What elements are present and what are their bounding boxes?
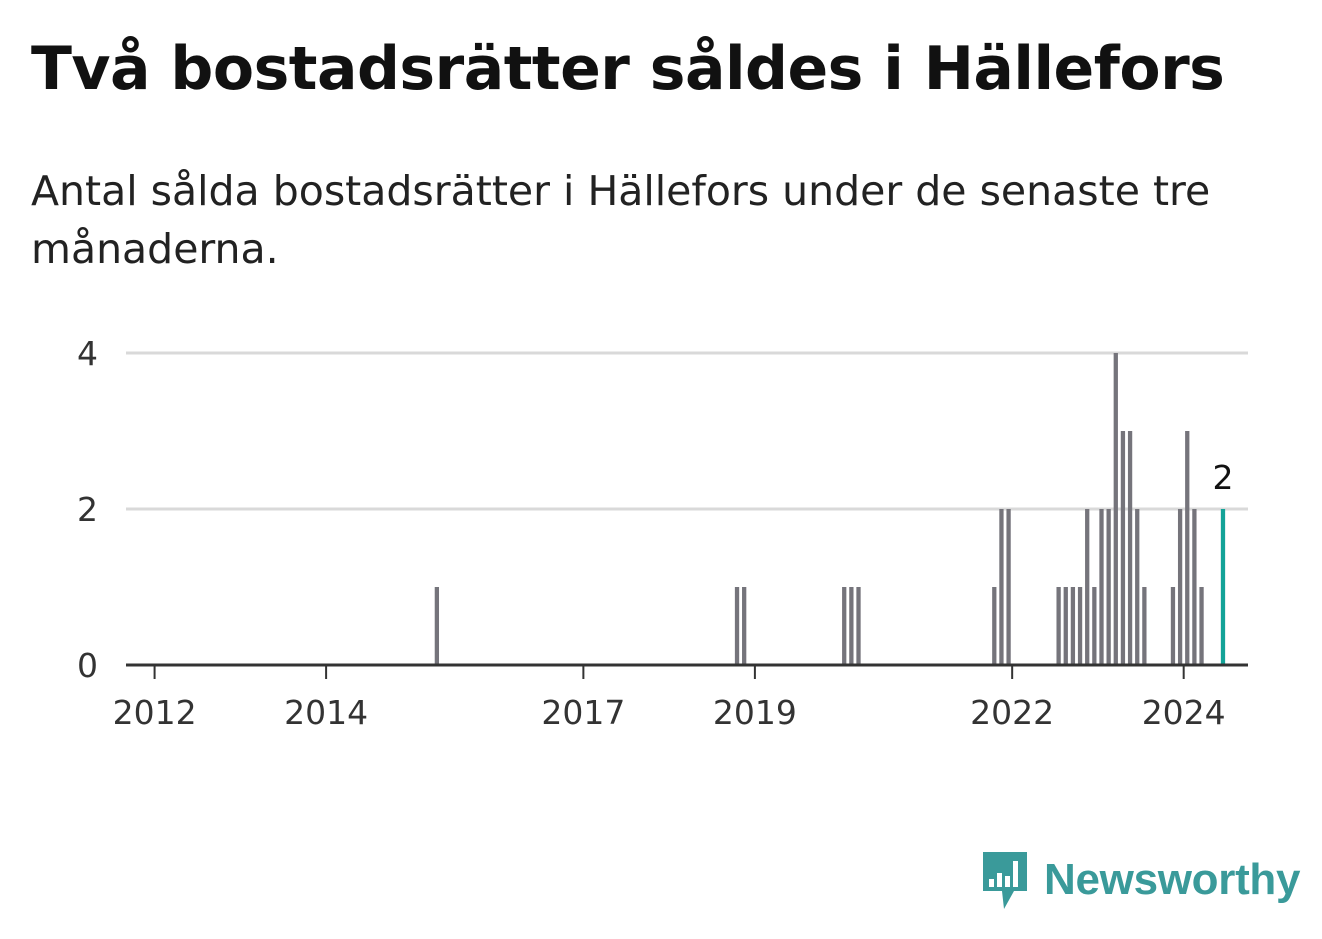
bar <box>1085 509 1090 665</box>
bar <box>1092 587 1097 665</box>
bar <box>1077 587 1083 665</box>
bar <box>1006 509 1011 665</box>
y-tick-label: 0 <box>77 646 98 685</box>
bar <box>1192 509 1197 665</box>
bar <box>1199 587 1204 665</box>
bar <box>999 509 1004 665</box>
bar <box>992 587 997 665</box>
x-tick-label: 2012 <box>113 693 197 732</box>
bar <box>1056 587 1061 665</box>
bar <box>1106 509 1111 665</box>
bar <box>1113 353 1118 665</box>
y-tick-label: 2 <box>77 490 98 529</box>
bar <box>434 587 440 665</box>
bar <box>1099 509 1104 665</box>
page-subtitle: Antal sålda bostadsrätter i Hällefors un… <box>31 167 1211 273</box>
page-title: Två bostadsrätter såldes i Hällefors <box>31 34 1225 104</box>
bar <box>1142 587 1147 665</box>
bar <box>1127 431 1133 665</box>
bar <box>842 587 847 665</box>
x-tick-label: 2014 <box>284 693 368 732</box>
bar <box>1177 509 1183 665</box>
bar <box>856 587 861 665</box>
bar <box>742 587 747 665</box>
x-tick-label: 2017 <box>541 693 625 732</box>
bar <box>1135 509 1140 665</box>
x-tick-label: 2024 <box>1142 693 1226 732</box>
bar <box>849 587 854 665</box>
bar <box>734 587 740 665</box>
brand-logo: Newsworthy <box>980 848 1300 912</box>
bar <box>1070 587 1076 665</box>
brand-name: Newsworthy <box>1044 855 1301 904</box>
highlight-bar <box>1220 509 1226 665</box>
bar <box>1063 587 1068 665</box>
x-tick-label: 2022 <box>970 693 1054 732</box>
bar <box>1170 587 1176 665</box>
highlight-data-label: 2 <box>1212 458 1233 497</box>
y-tick-label: 4 <box>77 334 98 373</box>
x-tick-label: 2019 <box>713 693 797 732</box>
newsworthy-chart-bubble-icon <box>983 852 1027 909</box>
bar <box>1120 431 1126 665</box>
bar <box>1185 431 1190 665</box>
